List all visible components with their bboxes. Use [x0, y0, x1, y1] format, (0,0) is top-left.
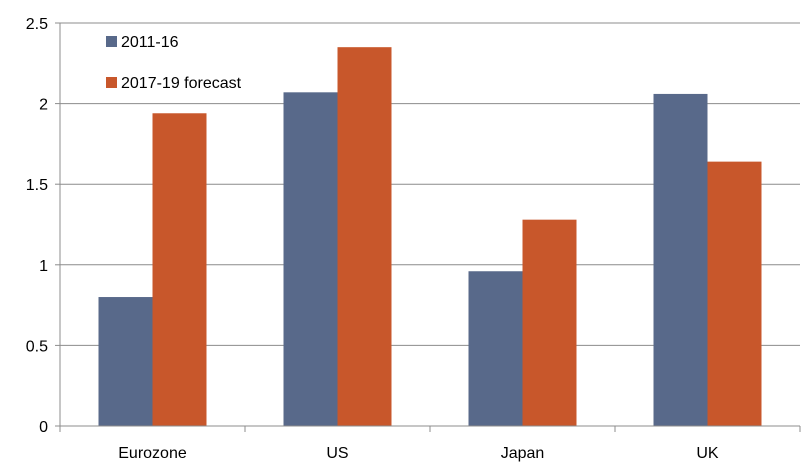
- y-tick-label: 1: [39, 258, 48, 275]
- bar-japan-series-1: [522, 219, 577, 426]
- bar-us-series-0: [283, 92, 338, 426]
- y-tick-label: 2.5: [26, 16, 48, 33]
- bar-japan-series-0: [468, 271, 523, 426]
- x-tick-label: Japan: [501, 445, 545, 462]
- y-tick-label: 2: [39, 97, 48, 114]
- legend-label-series-1: 2017-19 forecast: [121, 75, 242, 92]
- legend-label-series-0: 2011-16: [121, 34, 179, 51]
- x-tick-label: Eurozone: [118, 445, 187, 462]
- bar-uk-series-1: [707, 161, 762, 426]
- bars: [98, 47, 762, 427]
- y-tick-label: 1.5: [26, 177, 48, 194]
- bar-eurozone-series-1: [152, 113, 207, 426]
- legend: 2011-16 2017-19 forecast: [106, 34, 242, 92]
- y-tick-label: 0.5: [26, 338, 48, 355]
- bar-uk-series-0: [653, 93, 708, 426]
- y-tick-label: 0: [39, 419, 48, 436]
- y-axis: 0 0.5 1 1.5 2 2.5: [26, 16, 61, 436]
- x-axis: Eurozone US Japan UK: [59, 425, 801, 462]
- x-tick-label: UK: [696, 445, 719, 462]
- bar-eurozone-series-0: [98, 297, 153, 426]
- legend-swatch-series-1: [106, 77, 117, 88]
- x-tick-label: US: [326, 445, 348, 462]
- legend-swatch-series-0: [106, 36, 117, 47]
- bar-us-series-1: [337, 47, 392, 427]
